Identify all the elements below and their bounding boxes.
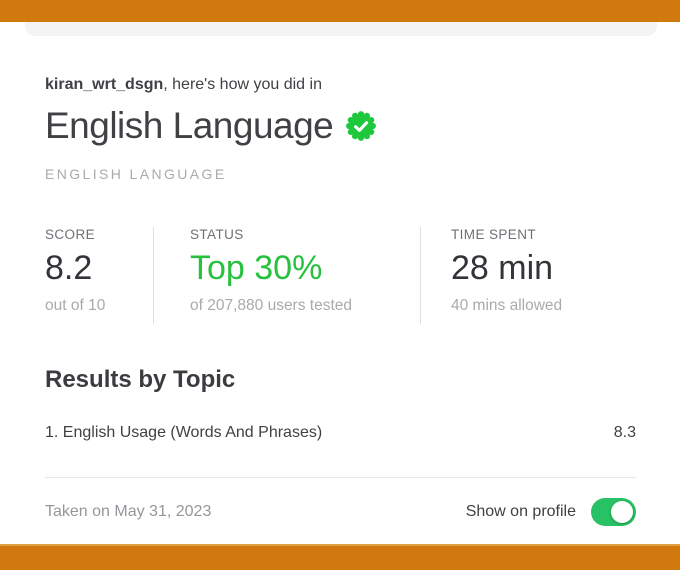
title-row: English Language [45,105,377,147]
vertical-divider [420,227,421,324]
stat-time-value: 28 min [451,249,554,287]
stat-time-label: TIME SPENT [451,227,537,242]
horizontal-divider [45,477,636,478]
greeting-rest: , here's how you did in [163,76,322,93]
topic-score: 8.3 [613,424,636,441]
stat-status-sub: of 207,880 users tested [190,296,353,314]
verified-badge-icon [346,111,377,142]
stats-row: SCORE 8.2 out of 10 STATUS Top 30% of 20… [45,224,636,332]
top-orange-bar [0,0,680,22]
bottom-orange-bar [0,544,680,570]
vertical-divider [153,227,154,324]
page-title: English Language [45,105,334,146]
topic-row: 1. English Usage (Words And Phrases) 8.3 [45,424,636,442]
stat-score-label: SCORE [45,227,96,242]
stat-score-sub: out of 10 [45,296,106,314]
stat-status-value: Top 30% [190,249,323,287]
taken-on-date: Taken on May 31, 2023 [45,503,212,520]
test-result-card: kiran_wrt_dsgn, here's how you did in En… [45,0,636,570]
greeting-text: kiran_wrt_dsgn, here's how you did in [45,76,322,94]
username: kiran_wrt_dsgn [45,76,164,93]
toggle-knob-icon [611,501,633,523]
card-top-strip [25,22,657,36]
results-by-topic-heading: Results by Topic [45,366,236,393]
test-subtitle: ENGLISH LANGUAGE [45,166,227,182]
stat-status: STATUS Top 30% of 207,880 users tested [190,224,352,315]
show-on-profile-toggle[interactable] [591,498,636,526]
stat-time-spent: TIME SPENT 28 min 40 mins allowed [451,224,562,315]
footer-row: Taken on May 31, 2023 Show on profile [45,494,636,530]
stat-status-label: STATUS [190,227,244,242]
topic-name: 1. English Usage (Words And Phrases) [45,424,323,441]
stat-time-sub: 40 mins allowed [451,296,563,314]
show-on-profile-group: Show on profile [466,498,636,526]
show-on-profile-label: Show on profile [465,503,576,520]
stat-score: SCORE 8.2 out of 10 [45,224,105,315]
stat-score-value: 8.2 [45,249,93,287]
